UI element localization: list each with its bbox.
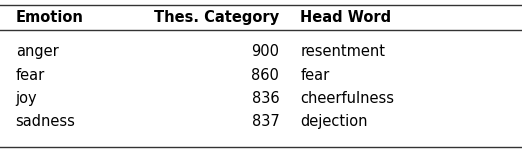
Text: joy: joy xyxy=(16,91,37,106)
Text: 837: 837 xyxy=(252,114,279,129)
Text: anger: anger xyxy=(16,44,58,59)
Text: Head Word: Head Word xyxy=(300,10,392,25)
Text: Thes. Category: Thes. Category xyxy=(154,10,279,25)
Text: resentment: resentment xyxy=(300,44,385,59)
Text: cheerfulness: cheerfulness xyxy=(300,91,394,106)
Text: 836: 836 xyxy=(252,91,279,106)
Text: fear: fear xyxy=(300,68,329,82)
Text: Emotion: Emotion xyxy=(16,10,84,25)
Text: 900: 900 xyxy=(251,44,279,59)
Text: sadness: sadness xyxy=(16,114,76,129)
Text: 860: 860 xyxy=(252,68,279,82)
Text: dejection: dejection xyxy=(300,114,367,129)
Text: fear: fear xyxy=(16,68,45,82)
